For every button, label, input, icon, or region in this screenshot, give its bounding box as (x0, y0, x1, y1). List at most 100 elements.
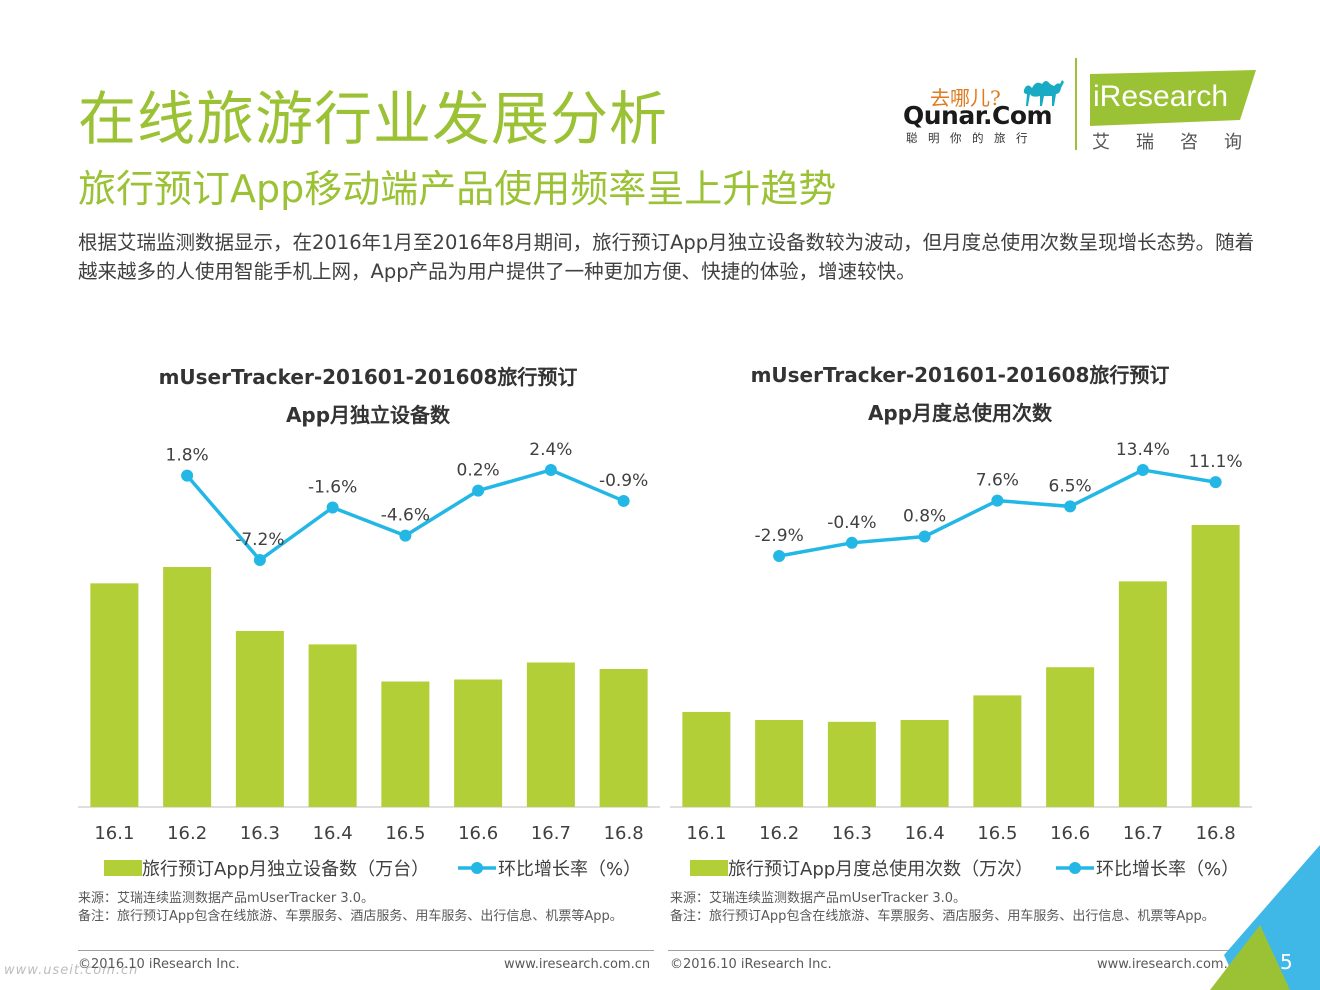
footer-divider-right (668, 950, 1250, 951)
bar (235, 630, 284, 807)
bar (1046, 667, 1095, 807)
legend-line-marker (471, 862, 483, 874)
bar (900, 720, 949, 807)
growth-label: 6.5% (1049, 476, 1092, 496)
chart1-title-line2: App月独立设备数 (285, 403, 451, 427)
growth-point (845, 536, 858, 549)
iresearch-cn: 艾瑞咨询 (1092, 132, 1268, 153)
qunar-tagline: 聪明你的旅行 (906, 131, 1038, 145)
x-tick-label: 16.5 (385, 823, 425, 844)
growth-label: -0.9% (599, 471, 648, 491)
bar (90, 583, 139, 807)
bar (381, 681, 430, 807)
bar (163, 567, 212, 807)
chart2-title-line1: mUserTracker-201601-201608旅行预订 (750, 363, 1170, 387)
x-tick-label: 16.8 (604, 823, 644, 844)
growth-point (1136, 464, 1149, 476)
bar (1191, 525, 1240, 807)
chart2-title-line2: App月度总使用次数 (867, 401, 1053, 425)
x-tick-label: 16.2 (167, 823, 207, 844)
growth-label: 0.8% (903, 506, 946, 526)
x-tick-label: 16.7 (1123, 823, 1163, 844)
page-subtitle: 旅行预订App移动端产品使用频率呈上升趋势 (78, 167, 837, 211)
growth-point (918, 530, 931, 543)
camel-icon (1023, 80, 1064, 106)
iresearch-banner-icon (1090, 70, 1256, 126)
bar (526, 662, 575, 807)
legend-bar-swatch (104, 860, 142, 876)
legend-line-label: 环比增长率（%） (498, 859, 641, 880)
page-number: 5 (1280, 950, 1293, 974)
x-tick-label: 16.1 (686, 823, 726, 844)
x-tick-label: 16.3 (240, 823, 280, 844)
growth-label: 13.4% (1116, 440, 1170, 460)
growth-label: -0.4% (827, 513, 876, 533)
chart1-remark-note: 备注：旅行预订App包含在线旅游、车票服务、酒店服务、用车服务、出行信息、机票等… (78, 909, 623, 924)
x-tick-label: 16.5 (977, 823, 1017, 844)
legend-line-marker (1069, 862, 1081, 874)
growth-point (181, 469, 194, 482)
bar (827, 721, 876, 807)
x-tick-label: 16.1 (94, 823, 134, 844)
growth-point (1064, 500, 1077, 513)
bar (1118, 581, 1167, 807)
x-tick-label: 16.6 (458, 823, 498, 844)
bar (682, 711, 731, 807)
page-title: 在线旅游行业发展分析 (78, 85, 669, 153)
growth-label: 1.8% (166, 446, 209, 466)
x-tick-label: 16.4 (313, 823, 353, 844)
corner-decoration-icon (1210, 845, 1320, 990)
legend-bar-label: 旅行预订App月独立设备数（万台） (142, 859, 429, 880)
iresearch-name: iResearch (1093, 80, 1229, 113)
growth-label: 11.1% (1189, 452, 1243, 472)
footer-website-left[interactable]: www.iresearch.com.cn (504, 957, 651, 972)
growth-point (399, 529, 412, 542)
watermark: www.useit.com.cn (4, 963, 139, 978)
chart1-title-line1: mUserTracker-201601-201608旅行预订 (158, 365, 578, 389)
x-tick-label: 16.6 (1050, 823, 1090, 844)
chart1-footnote: 来源：艾瑞连续监测数据产品mUserTracker 3.0。 备注：旅行预订Ap… (78, 890, 648, 926)
footer-divider-left (78, 950, 654, 951)
bar (599, 668, 648, 807)
growth-point (773, 550, 786, 562)
chart2-remark-note: 备注：旅行预订App包含在线旅游、车票服务、酒店服务、用车服务、出行信息、机票等… (670, 909, 1215, 924)
growth-label: -4.6% (381, 506, 430, 526)
growth-point (253, 554, 266, 566)
footer-copyright-left: ©2016.10 iResearch Inc. (78, 957, 240, 972)
chart2: 16.1 16.2 16.3 16.4 16.5 16.6 16.7 16.8 -2.9% -0.… (670, 440, 1252, 880)
growth-point (544, 464, 557, 476)
x-tick-label: 16.4 (905, 823, 945, 844)
bar (454, 679, 503, 807)
chart2-title: mUserTracker-201601-201608旅行预订 App月度总使用次… (700, 356, 1220, 432)
footer-copyright-right: ©2016.10 iResearch Inc. (670, 957, 832, 972)
footer-website-right[interactable]: www.iresearch.com.cn (1097, 957, 1244, 972)
chart2-source-note: 来源：艾瑞连续监测数据产品mUserTracker 3.0。 (670, 891, 966, 906)
x-tick-label: 16.3 (832, 823, 872, 844)
chart2-footnote: 来源：艾瑞连续监测数据产品mUserTracker 3.0。 备注：旅行预订Ap… (670, 890, 1240, 926)
qunar-slogan: 去哪儿? (930, 86, 1001, 110)
growth-point (991, 494, 1004, 507)
legend-bar-swatch (690, 860, 728, 876)
x-tick-label: 16.2 (759, 823, 799, 844)
legend-line-label: 环比增长率（%） (1096, 859, 1239, 880)
legend-bar-label: 旅行预订App月度总使用次数（万次） (728, 859, 1033, 880)
x-tick-label: 16.7 (531, 823, 571, 844)
page-description: 根据艾瑞监测数据显示，在2016年1月至2016年8月期间，旅行预订App月独立… (78, 231, 1255, 283)
growth-label: -7.2% (235, 530, 284, 550)
growth-point (472, 484, 485, 497)
bar (308, 644, 357, 807)
growth-point (617, 494, 630, 507)
bar (755, 720, 804, 807)
chart1-title: mUserTracker-201601-201608旅行预订 App月独立设备数 (108, 358, 628, 434)
chart1-source-note: 来源：艾瑞连续监测数据产品mUserTracker 3.0。 (78, 891, 374, 906)
growth-label: -1.6% (308, 478, 357, 498)
growth-label: -2.9% (754, 526, 803, 546)
growth-label: 7.6% (976, 471, 1019, 491)
growth-label: 0.2% (457, 461, 500, 481)
growth-point (326, 501, 339, 514)
growth-label: 2.4% (529, 440, 572, 460)
growth-point (1209, 476, 1222, 489)
bar (973, 695, 1022, 807)
x-tick-label: 16.8 (1196, 823, 1236, 844)
